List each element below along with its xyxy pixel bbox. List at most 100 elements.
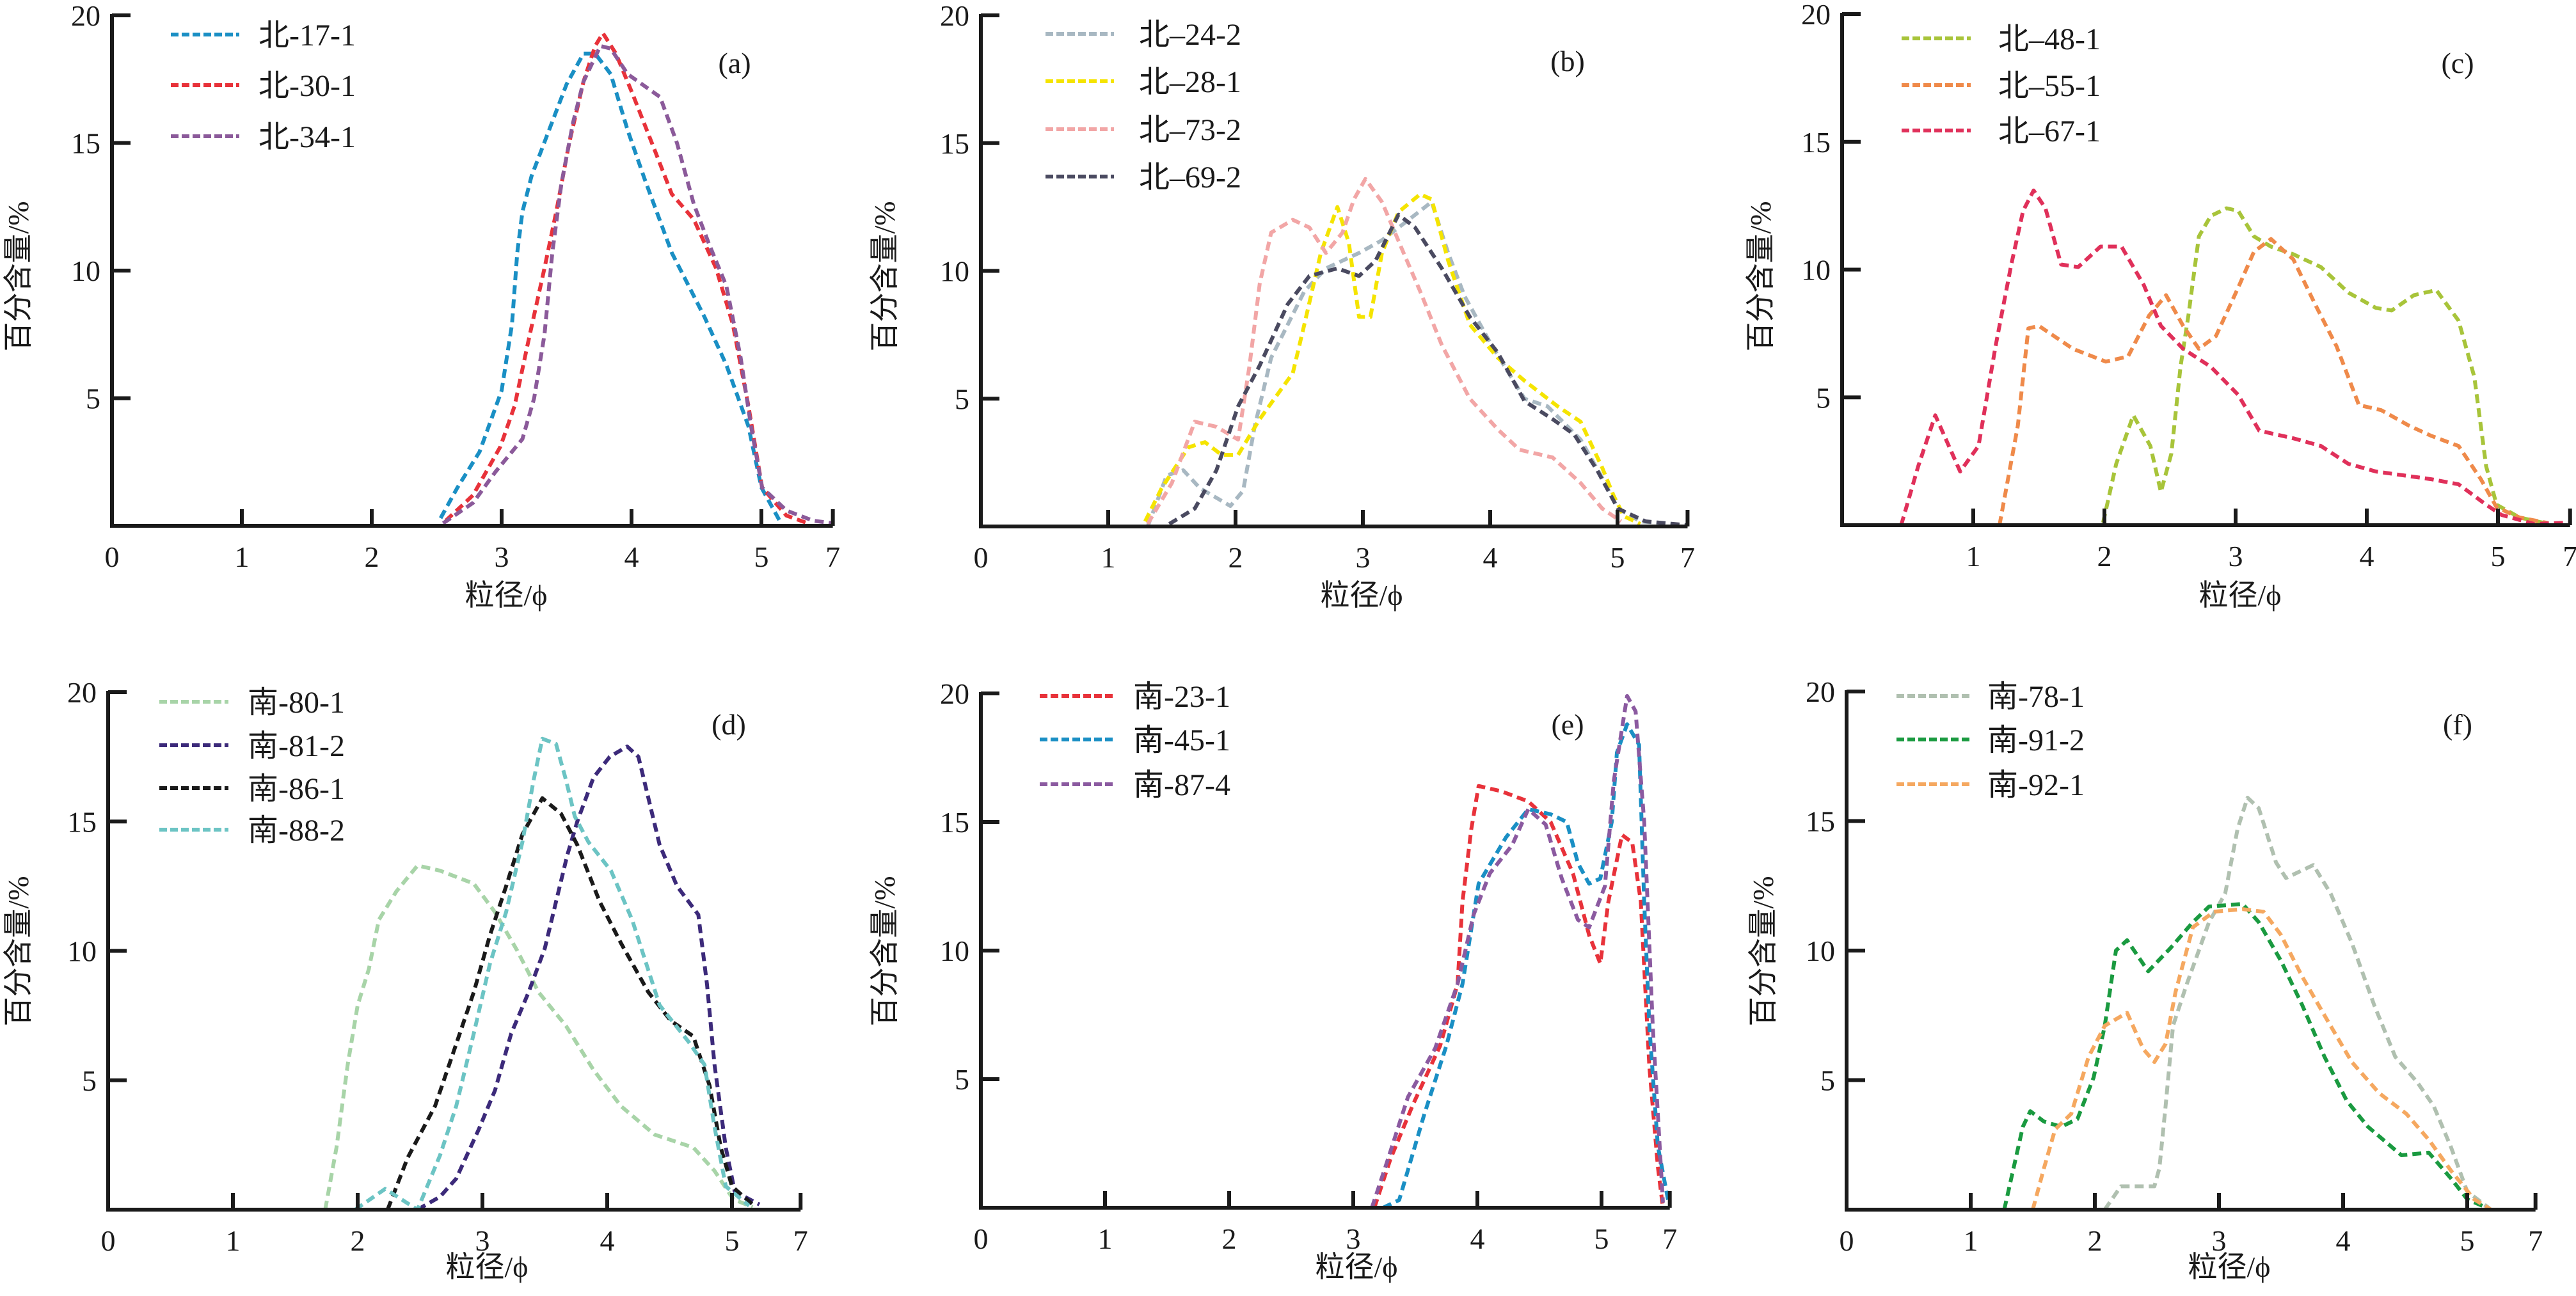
y-tick-label: 5	[86, 383, 100, 415]
y-tick-label: 5	[82, 1064, 97, 1097]
y-axis-title: 百分含量/%	[2, 201, 35, 351]
x-tick-label: 4	[624, 541, 639, 573]
y-tick-label: 15	[1806, 805, 1835, 838]
series-line	[438, 51, 783, 525]
legend-label: 南-91-2	[1987, 723, 2085, 757]
series-line	[386, 796, 754, 1211]
x-tick-label: 2	[2088, 1224, 2103, 1257]
legend-label: 北–24-2	[1139, 18, 1241, 52]
panel-label: (f)	[2443, 708, 2472, 741]
legend-label: 南-81-2	[248, 729, 345, 763]
legend: 北–48-1 北–55-1 北–67-1	[1902, 22, 2101, 148]
legend-label: 北-34-1	[258, 120, 356, 154]
legend-label: 北–67-1	[1998, 115, 2101, 148]
y-tick-label: 10	[1801, 254, 1831, 287]
x-axis-title: 粒径/ϕ	[2188, 1251, 2271, 1283]
x-tick-label: 0	[974, 1222, 989, 1255]
x-tick-label: 7	[793, 1224, 808, 1257]
series-line	[1372, 784, 1665, 1208]
x-tick-label: 2	[365, 541, 379, 573]
y-tick-label: 20	[940, 0, 969, 32]
x-tick-label: 4	[2336, 1224, 2351, 1257]
series-line	[1998, 237, 2549, 526]
y-tick-label: 15	[940, 127, 969, 160]
legend-label: 北–28-1	[1139, 65, 1241, 99]
subplot-d: 0 1 2 3 4 5 75101520粒径/ϕ百分含量/%(d)南-80-1南-81-2南…	[2, 676, 808, 1283]
y-tick-label: 5	[955, 1063, 969, 1096]
x-tick-label: 1	[1964, 1224, 1978, 1257]
legend: 北–24-2 北–28-1 北–73-2 北–69-2	[1046, 18, 1241, 194]
series-line	[2103, 796, 2491, 1211]
panel-label: (e)	[1551, 708, 1584, 741]
subplot-e: 0 1 2 3 4 5 75101520粒径/ϕ百分含量/%(e)南-23-1南-45-1南…	[868, 677, 1677, 1283]
x-tick-label: 1	[235, 541, 250, 573]
x-tick-label: 3	[475, 1224, 490, 1257]
x-tick-label: 0	[101, 1224, 116, 1257]
subplot-f: 0 1 2 3 4 5 75101520粒径/ϕ百分含量/%(f)南-78-1南-91-2南…	[1747, 676, 2543, 1283]
series-line	[1143, 192, 1641, 526]
x-tick-label: 3	[495, 541, 509, 573]
legend-label: 南-88-2	[248, 814, 345, 848]
series-line	[2101, 206, 2549, 526]
legend-label: 南-86-1	[248, 772, 345, 806]
legend-label: 南-23-1	[1133, 680, 1230, 714]
x-tick-label: 2	[351, 1224, 365, 1257]
x-tick-label: 5	[2460, 1224, 2475, 1257]
y-tick-label: 5	[955, 383, 969, 415]
series-line	[417, 744, 761, 1212]
legend: 北-17-1 北-30-1 北-34-1	[171, 19, 356, 154]
series-line	[1145, 200, 1688, 528]
x-tick-label: 7	[2528, 1224, 2543, 1257]
x-tick-label: 3	[2229, 540, 2243, 573]
y-tick-label: 10	[1806, 935, 1835, 967]
subplot-a: 0 1 2 3 4 5 75101520粒径/ϕ百分含量/%(a)北-17-1北-30-1北…	[2, 0, 840, 612]
x-tick-label: 0	[105, 541, 120, 573]
x-axis-title: 粒径/ϕ	[2199, 579, 2282, 612]
y-tick-label: 10	[940, 255, 969, 288]
y-tick-label: 10	[71, 255, 100, 287]
x-tick-label: 7	[825, 541, 840, 573]
x-tick-label: 3	[2212, 1224, 2227, 1257]
y-tick-label: 20	[71, 0, 100, 32]
x-tick-label: 4	[2360, 540, 2374, 573]
x-tick-label: 2	[1228, 541, 1243, 574]
y-tick-label: 5	[1820, 1064, 1835, 1097]
series-line	[323, 864, 754, 1210]
series-line	[2031, 907, 2492, 1212]
series-line	[1168, 212, 1688, 527]
legend-label: 北–69-2	[1139, 161, 1241, 194]
x-tick-label: 4	[1470, 1222, 1485, 1255]
legend: 南-80-1 南-81-2 南-86-1 南-88-2	[159, 686, 345, 848]
y-axis-title: 百分含量/%	[1747, 876, 1779, 1026]
x-axis-title: 粒径/ϕ	[1321, 579, 1403, 612]
x-axis-title: 粒径/ϕ	[465, 579, 548, 612]
subplot-b: 0 1 2 3 4 5 75101520粒径/ϕ百分含量/%(b)北–24-2北–28-1北…	[868, 0, 1695, 612]
series-line	[441, 43, 833, 525]
series-line	[1370, 694, 1665, 1208]
legend-label: 北–73-2	[1139, 113, 1241, 147]
x-tick-label: 5	[725, 1224, 740, 1257]
x-tick-label: 5	[1610, 541, 1625, 574]
series-line	[1382, 722, 1670, 1210]
y-axis-title: 百分含量/%	[2, 876, 35, 1026]
legend: 南-78-1 南-91-2 南-92-1	[1896, 680, 2085, 802]
x-tick-label: 5	[754, 541, 769, 573]
x-tick-label: 5	[2491, 540, 2506, 573]
y-tick-label: 5	[1816, 381, 1831, 414]
x-tick-label: 4	[1483, 541, 1498, 574]
legend-label: 北-30-1	[258, 69, 356, 103]
legend-label: 南-92-1	[1987, 768, 2085, 802]
x-tick-label: 0	[974, 541, 989, 574]
series-line	[1146, 177, 1623, 525]
legend: 南-23-1 南-45-1 南-87-4	[1040, 680, 1230, 802]
legend-label: 南-45-1	[1133, 723, 1230, 757]
series-line	[2002, 902, 2492, 1212]
y-tick-label: 15	[67, 805, 97, 838]
x-tick-label: 1	[1101, 541, 1116, 574]
y-tick-label: 15	[940, 806, 969, 839]
subplot-c: 1 2 3 4 5 75101520粒径/ϕ百分含量/%(c)北–48-1北–55-1北–…	[1744, 0, 2576, 612]
y-tick-label: 15	[1801, 126, 1831, 159]
x-tick-label: 1	[226, 1224, 241, 1257]
legend-label: 北-17-1	[258, 19, 356, 52]
